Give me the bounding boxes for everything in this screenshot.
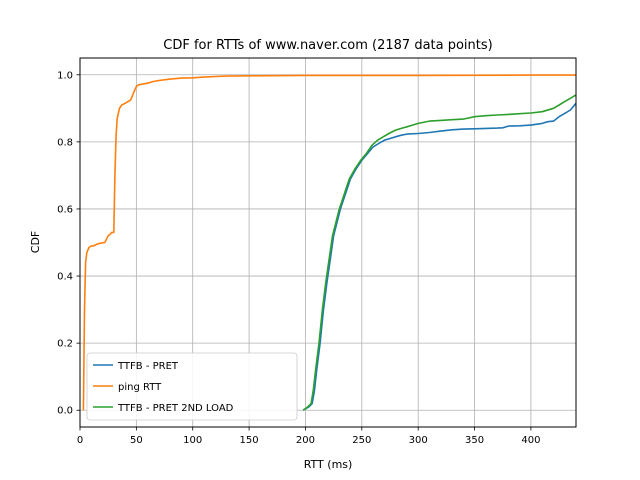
legend-box — [86, 352, 298, 421]
x-tick-label: 150 — [240, 435, 259, 446]
x-axis-label: RTT (ms) — [304, 458, 353, 471]
legend-label-ping-rtt: ping RTT — [118, 382, 162, 393]
y-axis-label: CDF — [29, 231, 42, 253]
y-tick-label: 0.4 — [57, 272, 73, 283]
x-tick-label: 250 — [352, 435, 371, 446]
y-tick-label: 0.0 — [57, 406, 73, 417]
y-tick-label: 1.0 — [57, 70, 73, 81]
x-tick-label: 350 — [465, 435, 484, 446]
legend: TTFB - PRET ping RTT TTFB - PRET 2ND LOAD — [86, 352, 298, 421]
plot-area — [82, 74, 577, 411]
x-tick-label: 300 — [409, 435, 428, 446]
legend-label-ttfb-pret-2nd-load: TTFB - PRET 2ND LOAD — [117, 403, 234, 414]
x-tick-label: 100 — [183, 435, 202, 446]
series-line-ping-rtt — [82, 74, 576, 411]
x-tick-label: 200 — [296, 435, 315, 446]
series-line-ttfb-pret — [302, 102, 577, 411]
y-tick-label: 0.8 — [57, 137, 73, 148]
x-tick-label: 50 — [130, 435, 143, 446]
y-tick-label: 0.2 — [57, 339, 73, 350]
y-tick-label: 0.6 — [57, 204, 73, 215]
y-axis: 0.0 0.2 0.4 0.6 0.8 1.0 — [57, 70, 80, 417]
x-tick-label: 400 — [521, 435, 540, 446]
legend-label-ttfb-pret: TTFB - PRET — [117, 361, 179, 372]
x-tick-label: 0 — [77, 435, 83, 446]
axes-frame — [79, 57, 577, 428]
series-line-ttfb-pret-2nd-load — [302, 94, 577, 411]
chart-title: CDF for RTTs of www.naver.com (2187 data… — [163, 38, 492, 53]
x-axis: 0 50 100 150 200 250 300 350 400 — [77, 427, 540, 446]
